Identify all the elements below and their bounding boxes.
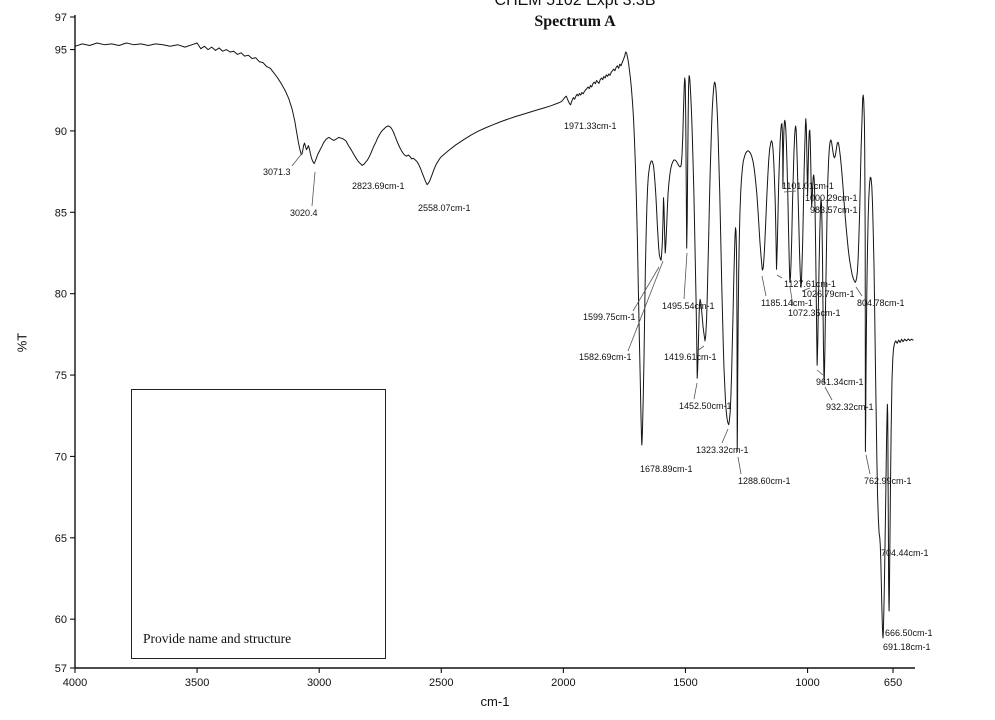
- peak-leader-line: [737, 456, 742, 475]
- peak-label: 1127.61cm-1: [784, 279, 836, 289]
- course-title-flagged-word: Expt: [586, 0, 619, 9]
- answer-box-text: Provide name and structure: [143, 631, 292, 646]
- peak-label: 1323.32cm-1: [696, 445, 749, 455]
- peak-leader-line: [693, 382, 698, 400]
- y-tick-label: 85: [55, 207, 67, 219]
- y-tick-label: 90: [55, 126, 67, 138]
- peak-label: 3071.3: [263, 167, 291, 177]
- peak-leader-line: [789, 286, 794, 307]
- peak-label: 1072.35cm-1: [788, 308, 841, 318]
- peak-leader-line: [816, 369, 824, 376]
- peak-leader-line: [865, 454, 871, 475]
- course-title-suffix: 3.3B: [618, 0, 656, 9]
- peak-label: 691.18cm-1: [883, 642, 931, 652]
- peak-leader-line: [761, 275, 767, 297]
- spectrum-curve: [74, 42, 914, 639]
- peak-leader-line: [683, 252, 688, 300]
- peak-leader-line: [696, 345, 705, 352]
- x-tick-label: 2500: [429, 677, 453, 689]
- y-axis-label: %T: [14, 332, 30, 353]
- course-title: CHEM 5102 Expt 3.3B: [495, 0, 656, 10]
- peak-label: 1026.79cm-1: [802, 289, 855, 299]
- answer-box: Provide name and structure: [131, 389, 386, 659]
- peak-label: 666.50cm-1: [885, 628, 933, 638]
- peak-label: 2558.07cm-1: [418, 203, 471, 213]
- peak-leader-line: [855, 286, 863, 297]
- x-tick-label: 1000: [795, 677, 819, 689]
- peak-leader-line: [721, 428, 729, 444]
- peak-leader-line: [291, 151, 304, 167]
- peak-label: 1288.60cm-1: [738, 476, 791, 486]
- peak-label: 1452.50cm-1: [679, 401, 732, 411]
- y-tick-label: 65: [55, 533, 67, 545]
- spectrum-title: Spectrum A: [534, 13, 616, 30]
- peak-label: 1678.89cm-1: [640, 464, 693, 474]
- y-tick-label: 80: [55, 289, 67, 301]
- peak-leader-line: [776, 274, 783, 279]
- peak-label: 983.57cm-1: [810, 205, 858, 215]
- x-axis-label: cm-1: [480, 694, 510, 709]
- peak-label: 1971.33cm-1: [564, 121, 617, 131]
- x-tick-label: 650: [884, 677, 902, 689]
- peak-leader-line: [627, 260, 664, 352]
- peak-label: 1582.69cm-1: [579, 352, 632, 362]
- y-tick-label: 95: [55, 45, 67, 57]
- peak-label: 2823.69cm-1: [352, 181, 405, 191]
- peak-leader-line: [783, 190, 797, 193]
- x-tick-label: 4000: [63, 677, 87, 689]
- x-tick-label: 2000: [551, 677, 575, 689]
- peak-leader-line: [311, 171, 316, 207]
- peak-label: 1000.29cm-1: [805, 193, 858, 203]
- peak-label: 804.78cm-1: [857, 298, 905, 308]
- x-tick-label: 3000: [307, 677, 331, 689]
- y-tick-label: 60: [55, 614, 67, 626]
- y-tick-label: 75: [55, 370, 67, 382]
- y-tick-label: 57: [55, 663, 67, 675]
- peak-leader-line: [824, 386, 833, 401]
- peak-label: 961.34cm-1: [816, 377, 864, 387]
- peak-label: 1599.75cm-1: [583, 312, 636, 322]
- y-tick-label: 97: [55, 12, 67, 24]
- x-tick-label: 3500: [185, 677, 209, 689]
- peak-leader-line: [801, 287, 811, 292]
- peak-label: 1101.01cm-1: [782, 181, 834, 191]
- peak-label: 762.99cm-1: [864, 476, 912, 486]
- peak-label: 3020.4: [290, 208, 318, 218]
- peak-label: 1419.61cm-1: [664, 352, 717, 362]
- course-title-prefix: CHEM 5102: [494, 0, 587, 9]
- peak-label: 1185.14cm-1: [761, 298, 813, 308]
- peak-label: 932.32cm-1: [826, 402, 874, 412]
- y-tick-label: 70: [55, 451, 67, 463]
- peak-label: 704.44cm-1: [881, 548, 929, 558]
- peak-leader-line: [632, 266, 660, 312]
- x-tick-label: 1500: [673, 677, 697, 689]
- peak-label: 1495.54cm-1: [662, 301, 715, 311]
